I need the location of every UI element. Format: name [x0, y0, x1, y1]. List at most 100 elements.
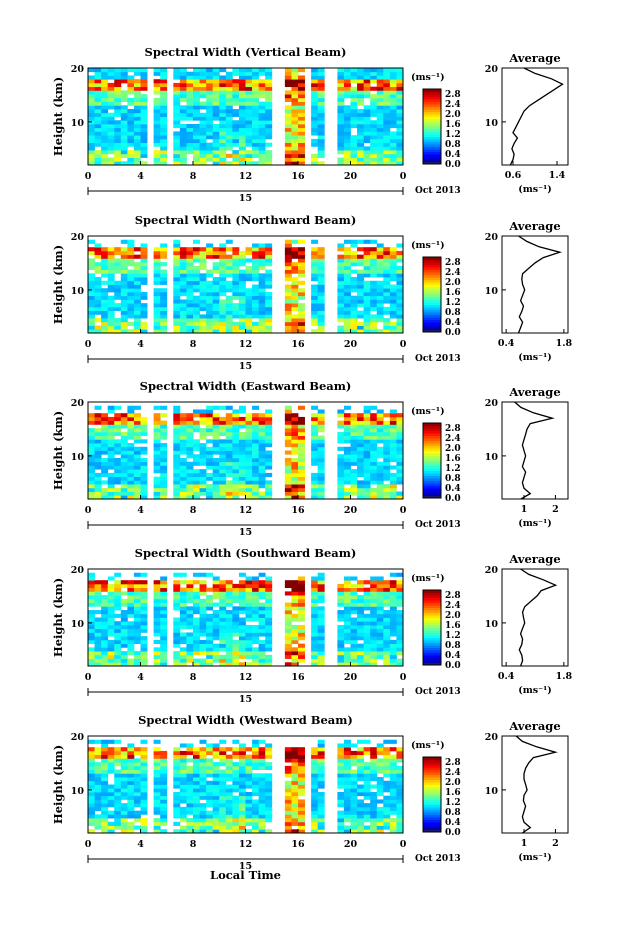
heatmap-cell [88, 777, 95, 782]
heatmap-cell [389, 112, 397, 117]
heatmap-cell [317, 142, 325, 147]
heatmap-cell [212, 450, 220, 455]
heatmap-cell [179, 651, 187, 656]
heatmap-cell [179, 420, 187, 425]
heatmap-cell [350, 818, 358, 823]
heatmap-cell [179, 280, 187, 285]
heatmap-cell [160, 457, 168, 463]
heatmap-cell [238, 621, 246, 626]
heatmap-cell [357, 810, 365, 815]
heatmap-cell [206, 116, 214, 121]
date-label: Oct 2013 [415, 520, 461, 530]
heatmap-cell [101, 142, 109, 147]
heatmap-cell [350, 105, 358, 110]
heatmap-cell [370, 769, 378, 774]
heatmap-cell [193, 825, 200, 830]
heatmap-cell [317, 613, 325, 618]
heatmap-cell [186, 583, 194, 589]
heatmap-cell [133, 135, 141, 140]
heatmap-cell [219, 273, 227, 278]
heatmap-cell [363, 291, 371, 297]
heatmap-cell [284, 306, 292, 312]
heatmap-cell [160, 112, 168, 117]
heatmap-cell [140, 161, 148, 166]
heatmap-cell [94, 762, 102, 767]
colorbar-tick-label: 0.4 [445, 484, 461, 494]
heatmap-cell [284, 269, 292, 274]
heatmap-cell [133, 602, 141, 607]
heatmap-cell [298, 435, 305, 440]
heatmap-cell [258, 591, 266, 596]
heatmap-cell [140, 123, 148, 129]
heatmap-cell [114, 247, 122, 252]
heatmap-cell [357, 788, 365, 793]
heatmap-cell [160, 435, 168, 440]
heatmap-cell [140, 86, 148, 91]
heatmap-cell [199, 587, 207, 592]
heatmap-cell [120, 487, 128, 492]
heatmap-cell [245, 632, 253, 637]
heatmap-cell [120, 446, 128, 451]
heatmap-cell [350, 86, 358, 91]
heatmap-cell [265, 329, 273, 334]
heatmap-cell [291, 424, 299, 429]
heatmap-cell [179, 321, 187, 326]
heatmap-cell [291, 606, 299, 611]
heatmap-cell [107, 435, 115, 440]
heatmap-cell [337, 754, 345, 759]
heatmap-cell [350, 443, 358, 448]
heatmap-cell [370, 79, 378, 84]
heatmap-cell [160, 420, 168, 425]
heatmap-cell [199, 476, 207, 481]
heatmap-cell [107, 454, 115, 459]
heatmap-cell [265, 658, 273, 663]
colorbar-step [423, 307, 441, 310]
heatmap-cell [179, 476, 187, 481]
heatmap-cell [343, 250, 351, 256]
heatmap-cell [199, 825, 207, 830]
heatmap-cell [383, 621, 391, 626]
heatmap-cell [396, 161, 404, 166]
heatmap-cell [120, 610, 128, 615]
heatmap-cell [186, 306, 194, 312]
heatmap-cell [238, 829, 246, 834]
heatmap-cell [193, 68, 200, 73]
heatmap-cell [357, 446, 365, 451]
heatmap-cell [199, 94, 207, 99]
heatmap-cell [238, 79, 246, 84]
heatmap-cell [127, 795, 135, 800]
heatmap-cell [160, 431, 168, 436]
colorbar-tick-label: 0.4 [445, 150, 461, 160]
heatmap-cell [199, 101, 207, 106]
heatmap-cell [317, 82, 325, 88]
heatmap-cell [389, 273, 397, 278]
heatmap-cell [179, 142, 187, 147]
heatmap-cell [238, 153, 246, 158]
heatmap-cell [396, 814, 404, 819]
heatmap-cell [160, 803, 168, 808]
heatmap-cell [127, 135, 135, 140]
heatmap-cell [140, 651, 148, 656]
heatmap-cell [389, 610, 397, 615]
heatmap-cell [238, 112, 246, 117]
heatmap-cell [383, 142, 391, 147]
heatmap-cell [298, 157, 305, 162]
heatmap-cell [179, 495, 187, 500]
heatmap-cell [186, 258, 194, 263]
heatmap-cell [120, 583, 128, 589]
heatmap-cell [94, 435, 102, 440]
heatmap-cell [212, 405, 220, 410]
heatmap-cell [252, 651, 260, 656]
heatmap-cell [370, 258, 378, 263]
heatmap-cell [284, 606, 292, 611]
colorbar-step [423, 592, 441, 596]
heatmap-cell [357, 595, 365, 600]
heatmap-cell [94, 769, 102, 774]
heatmap-cell [219, 97, 227, 102]
heatmap-cell [101, 79, 109, 84]
heatmap-cell [383, 79, 391, 84]
heatmap-cell [343, 405, 351, 410]
heatmap-cell [245, 131, 253, 136]
heatmap-cell [219, 595, 227, 600]
day-label: 15 [239, 193, 252, 204]
